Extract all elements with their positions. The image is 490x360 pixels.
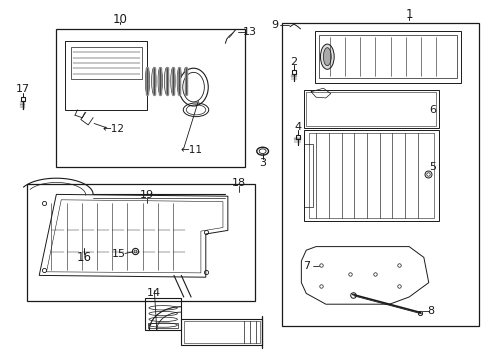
- Ellipse shape: [320, 44, 334, 69]
- Text: 8: 8: [428, 306, 435, 316]
- Text: 2: 2: [291, 57, 297, 67]
- Bar: [181, 319, 262, 345]
- Text: 6: 6: [429, 105, 436, 115]
- Bar: [304, 90, 439, 128]
- Text: 5: 5: [429, 162, 436, 172]
- Bar: [148, 323, 178, 328]
- Text: 10: 10: [113, 13, 127, 26]
- Bar: [304, 144, 313, 207]
- Text: 18: 18: [232, 178, 246, 188]
- Bar: [315, 31, 461, 83]
- Bar: [184, 321, 260, 343]
- Bar: [71, 47, 142, 79]
- Ellipse shape: [323, 48, 331, 66]
- Bar: [306, 92, 436, 126]
- Text: 17: 17: [16, 84, 29, 94]
- Text: 15: 15: [112, 249, 125, 259]
- Bar: [304, 130, 439, 221]
- Text: 14: 14: [147, 288, 161, 298]
- Text: 4: 4: [294, 122, 301, 132]
- Bar: [309, 133, 434, 218]
- Bar: [282, 23, 479, 326]
- Bar: [56, 29, 245, 167]
- Bar: [145, 298, 181, 330]
- Text: 16: 16: [77, 251, 92, 264]
- Bar: [65, 41, 147, 110]
- Bar: [27, 184, 255, 301]
- Bar: [319, 35, 457, 78]
- Text: 19: 19: [140, 190, 154, 200]
- Ellipse shape: [179, 68, 208, 106]
- Text: 13: 13: [243, 27, 257, 37]
- Text: 7: 7: [303, 261, 311, 271]
- Text: 1: 1: [405, 8, 413, 21]
- Text: 9: 9: [271, 20, 278, 30]
- Text: ←12: ←12: [103, 124, 124, 134]
- Text: ←11: ←11: [180, 145, 202, 155]
- Text: 3: 3: [259, 158, 266, 168]
